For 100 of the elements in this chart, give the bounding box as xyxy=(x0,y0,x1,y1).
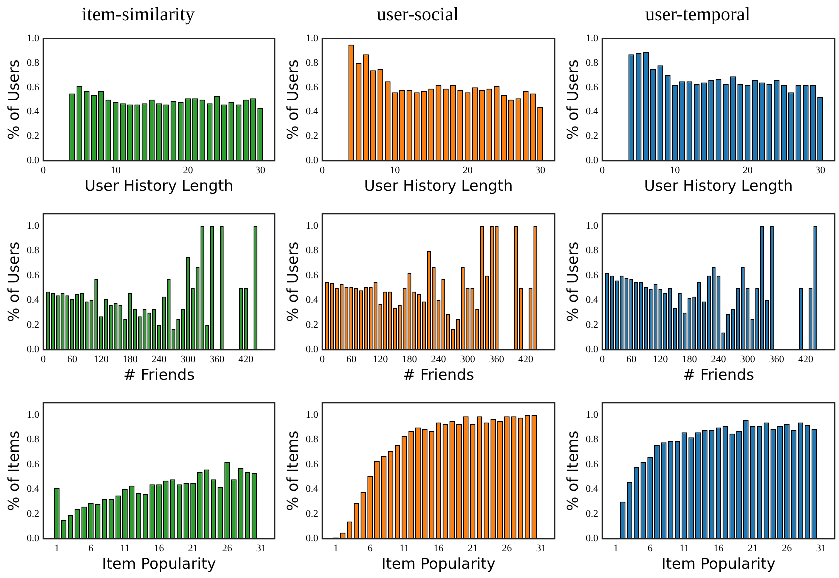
y-tick-label: 0.6 xyxy=(586,82,598,94)
y-tick-label: 0.8 xyxy=(27,434,40,446)
x-tick-label: 16 xyxy=(154,544,164,555)
y-tick-label: 0.2 xyxy=(27,320,40,331)
y-tick-label: 0.6 xyxy=(27,82,40,94)
y-tick-label: 0.4 xyxy=(306,484,318,496)
x-tick-label: 240 xyxy=(152,354,167,366)
chart-title: user-temporal xyxy=(645,4,751,26)
x-tick-label: 60 xyxy=(626,354,637,366)
x-tick-label: 11 xyxy=(120,544,130,555)
y-tick-label: 0.2 xyxy=(27,131,40,142)
y-tick-label: 0.2 xyxy=(306,508,318,520)
y-axis-title: % of Items xyxy=(564,430,582,512)
y-tick-label: 0.4 xyxy=(27,106,40,118)
y-tick-label: 0.0 xyxy=(586,344,598,356)
x-axis-title: User History Length xyxy=(364,176,514,195)
x-tick-label: 240 xyxy=(431,354,446,366)
y-tick-label: 0.0 xyxy=(306,534,318,545)
y-tick-label: 1.0 xyxy=(586,33,598,44)
x-tick-label: 21 xyxy=(748,544,758,555)
y-tick-label: 0.4 xyxy=(586,295,598,306)
y-tick-label: 0.8 xyxy=(27,58,40,69)
y-tick-label: 0.8 xyxy=(27,246,40,257)
y-tick-label: 0.8 xyxy=(586,58,598,69)
y-axis-title: % of Users xyxy=(4,242,23,322)
y-axis-title: % of Users xyxy=(284,242,302,322)
x-tick-label: 0 xyxy=(41,354,46,366)
x-tick-label: 360 xyxy=(210,354,225,366)
x-tick-label: 6 xyxy=(368,544,373,555)
x-tick-label: 26 xyxy=(222,544,232,555)
y-tick-label: 0.6 xyxy=(306,270,318,282)
y-tick-label: 0.4 xyxy=(27,295,40,306)
x-tick-label: 11 xyxy=(680,544,690,555)
x-tick-label: 0 xyxy=(600,166,605,177)
y-tick-label: 0.4 xyxy=(27,484,40,496)
x-tick-label: 10 xyxy=(110,166,121,177)
y-tick-label: 1.0 xyxy=(586,220,598,232)
x-tick-label: 21 xyxy=(468,544,478,555)
x-tick-label: 31 xyxy=(256,544,266,555)
y-tick-label: 0.0 xyxy=(27,156,40,167)
x-axis-title: Item Popularity xyxy=(102,554,216,573)
y-tick-label: 0.0 xyxy=(586,156,598,167)
x-tick-label: 1 xyxy=(334,544,339,555)
x-tick-label: 120 xyxy=(653,354,668,366)
x-tick-label: 300 xyxy=(740,354,756,366)
y-tick-label: 0.4 xyxy=(586,484,598,496)
x-tick-label: 31 xyxy=(536,544,546,555)
y-tick-label: 0.2 xyxy=(586,131,598,142)
x-tick-label: 0 xyxy=(320,354,325,366)
x-tick-label: 26 xyxy=(502,544,512,555)
x-tick-label: 420 xyxy=(798,354,814,366)
y-tick-label: 0.0 xyxy=(27,534,40,545)
x-tick-label: 60 xyxy=(346,354,357,366)
chart-title: item-similarity xyxy=(82,4,196,26)
x-tick-label: 6 xyxy=(88,544,94,555)
x-axis-title: Item Popularity xyxy=(382,554,496,573)
x-tick-label: 1 xyxy=(54,544,60,555)
y-tick-label: 0.2 xyxy=(586,508,598,520)
x-tick-label: 16 xyxy=(434,544,444,555)
x-tick-label: 10 xyxy=(390,166,400,177)
x-tick-label: 30 xyxy=(256,166,266,177)
x-tick-label: 10 xyxy=(670,166,680,177)
y-tick-label: 0.2 xyxy=(586,320,598,331)
x-tick-label: 180 xyxy=(402,354,418,366)
x-tick-label: 20 xyxy=(183,166,194,177)
y-tick-label: 1.0 xyxy=(306,220,318,232)
x-tick-label: 16 xyxy=(714,544,724,555)
y-tick-label: 0.4 xyxy=(306,295,318,306)
x-axis-title: # Friends xyxy=(124,366,196,384)
x-tick-label: 20 xyxy=(742,166,753,177)
y-tick-label: 1.0 xyxy=(306,33,318,44)
x-tick-label: 30 xyxy=(535,166,546,177)
x-tick-label: 31 xyxy=(816,544,826,555)
y-tick-label: 1.0 xyxy=(27,410,40,421)
y-tick-label: 0.2 xyxy=(306,131,318,142)
y-tick-label: 0.6 xyxy=(27,459,40,470)
x-axis-title: Item Popularity xyxy=(662,554,776,573)
x-tick-label: 360 xyxy=(769,354,784,366)
x-tick-label: 180 xyxy=(682,354,698,366)
y-tick-label: 0.6 xyxy=(586,270,598,282)
y-tick-label: 1.0 xyxy=(27,33,40,44)
y-tick-label: 0.6 xyxy=(586,459,598,470)
y-tick-label: 0.0 xyxy=(27,344,40,356)
y-tick-label: 1.0 xyxy=(27,220,40,232)
x-tick-label: 60 xyxy=(67,354,78,366)
x-tick-label: 30 xyxy=(815,166,826,177)
x-tick-label: 120 xyxy=(94,354,109,366)
x-tick-label: 420 xyxy=(238,354,254,366)
x-tick-label: 11 xyxy=(400,544,410,555)
y-axis-title: % of Users xyxy=(284,60,302,140)
x-tick-label: 26 xyxy=(782,544,792,555)
x-tick-label: 6 xyxy=(648,544,653,555)
y-tick-label: 1.0 xyxy=(586,410,598,421)
x-tick-label: 0 xyxy=(320,166,325,177)
x-axis-title: User History Length xyxy=(84,176,234,195)
x-tick-label: 300 xyxy=(460,354,476,366)
x-axis-title: # Friends xyxy=(683,366,755,384)
x-tick-label: 360 xyxy=(489,354,504,366)
x-axis-title: User History Length xyxy=(644,176,794,195)
x-tick-label: 420 xyxy=(518,354,534,366)
